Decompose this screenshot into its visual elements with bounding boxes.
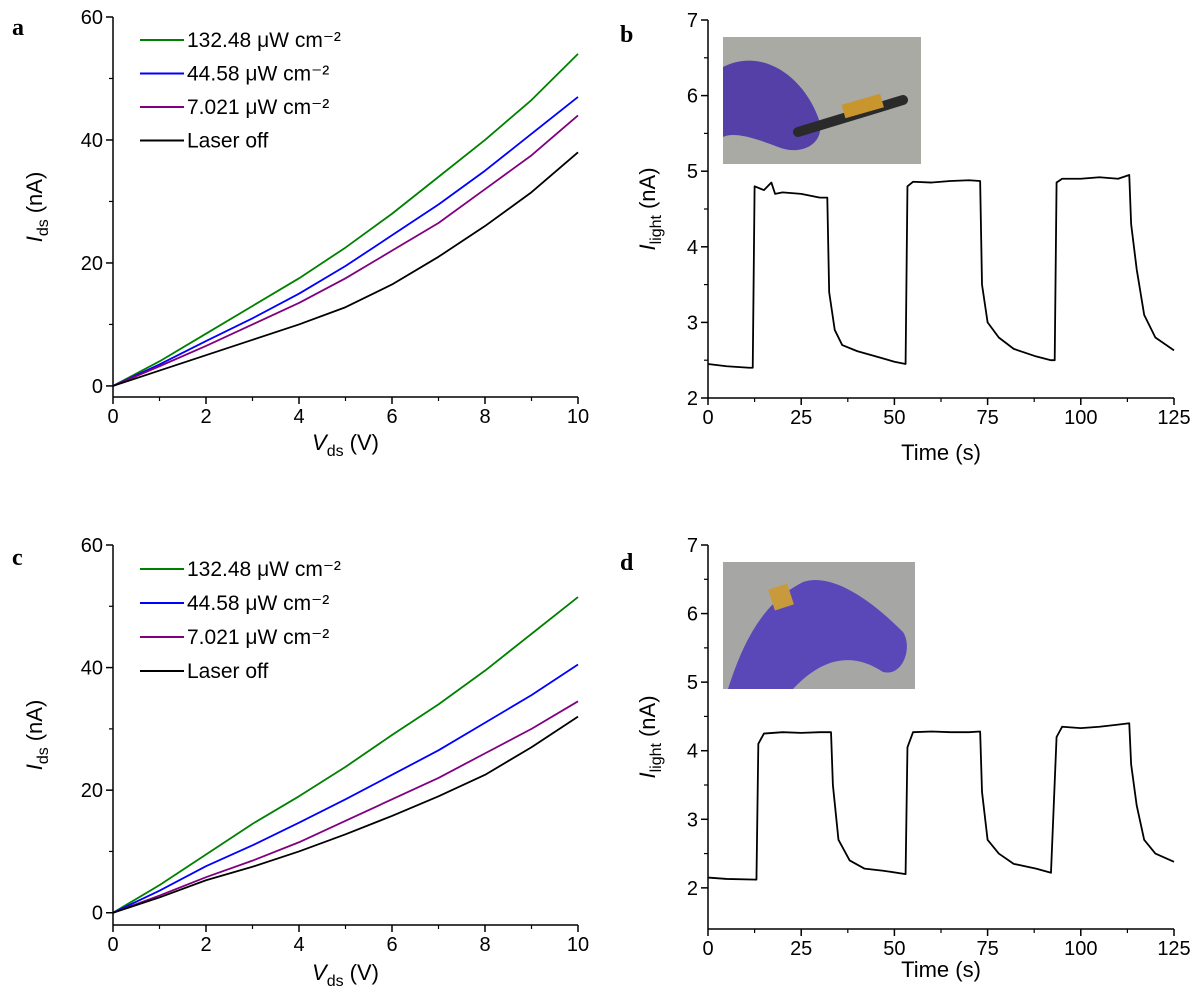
legend-label: 132.48 μW cm⁻²: [187, 29, 341, 52]
x-tick-label: 25: [790, 407, 812, 429]
x-tick-label: 2: [200, 934, 211, 956]
data-line: [112, 596, 579, 914]
x-tick-label: 125: [1157, 938, 1190, 960]
y-tick-label: 5: [687, 672, 698, 694]
x-tick-label: 0: [107, 934, 118, 956]
data-line: [707, 722, 1175, 881]
axis-unit: (V): [350, 430, 379, 455]
axis-unit: (nA): [22, 172, 47, 214]
data-line: [112, 53, 579, 387]
axis-symbol: I: [635, 244, 660, 250]
glove: [728, 580, 907, 689]
x-tick-label: 6: [386, 406, 397, 428]
x-tick-label: 2: [200, 406, 211, 428]
panel-letter: d: [620, 550, 634, 576]
y-tick-label: 3: [687, 312, 698, 334]
axis-symbol: I: [22, 764, 47, 770]
axis-symbol: I: [635, 772, 660, 778]
axis-subscript: light: [648, 214, 665, 244]
x-tick-label: 0: [702, 938, 713, 960]
axis-title: Vds (V): [312, 430, 379, 460]
data-line: [112, 114, 579, 387]
panel-letter: a: [12, 15, 24, 41]
y-tick-label: 6: [687, 86, 698, 108]
legend-label: Laser off: [187, 660, 268, 683]
axis-subscript: light: [648, 742, 665, 772]
y-tick-label: 60: [81, 7, 103, 29]
y-tick-label: 5: [687, 161, 698, 183]
axis-unit: (nA): [22, 700, 47, 742]
axis-title: Time (s): [901, 440, 981, 465]
x-tick-label: 25: [790, 938, 812, 960]
axis-title: Ilight (nA): [635, 695, 665, 778]
panel-letter: c: [12, 545, 23, 571]
y-tick-label: 0: [92, 376, 103, 398]
x-tick-label: 10: [567, 406, 589, 428]
x-tick-label: 8: [479, 934, 490, 956]
y-tick-label: 7: [687, 10, 698, 32]
axis-subscript: ds: [327, 443, 344, 460]
x-tick-label: 0: [702, 407, 713, 429]
x-tick-label: 8: [479, 406, 490, 428]
axis-title: Vds (V): [312, 960, 379, 990]
y-tick-label: 20: [81, 780, 103, 802]
legend-label: 44.58 μW cm⁻²: [187, 592, 329, 615]
y-tick-label: 6: [687, 604, 698, 626]
data-line: [707, 174, 1175, 369]
axis-unit: (V): [350, 960, 379, 985]
x-tick-label: 100: [1064, 938, 1097, 960]
axis-subscript: ds: [35, 219, 52, 236]
legend-label: 7.021 μW cm⁻²: [187, 626, 329, 649]
axis-symbol: I: [22, 236, 47, 242]
axis-unit: (nA): [635, 167, 660, 209]
data-line: [112, 663, 579, 914]
axis-title: Time (s): [901, 957, 981, 982]
y-tick-label: 40: [81, 130, 103, 152]
y-tick-label: 2: [687, 388, 698, 410]
legend-label: Laser off: [187, 130, 268, 153]
axis-title: Ilight (nA): [635, 167, 665, 250]
panel-letter: b: [620, 22, 633, 48]
axis-subscript: ds: [327, 973, 344, 990]
y-tick-label: 0: [92, 903, 103, 925]
axis-symbol: V: [312, 960, 329, 985]
y-tick-label: 60: [81, 535, 103, 557]
x-tick-label: 75: [976, 407, 998, 429]
x-tick-label: 50: [883, 938, 905, 960]
y-tick-label: 4: [687, 237, 698, 259]
device: [841, 93, 884, 119]
data-line: [112, 715, 579, 914]
axis-unit: (nA): [635, 695, 660, 737]
data-line: [112, 96, 579, 387]
y-tick-label: 3: [687, 809, 698, 831]
y-tick-label: 2: [687, 878, 698, 900]
y-tick-label: 40: [81, 658, 103, 680]
axis-symbol: V: [312, 430, 329, 455]
legend-label: 44.58 μW cm⁻²: [187, 63, 329, 86]
x-tick-label: 100: [1064, 407, 1097, 429]
x-tick-label: 4: [293, 406, 304, 428]
y-tick-label: 7: [687, 535, 698, 557]
inset-photo: [723, 562, 915, 689]
x-tick-label: 125: [1157, 407, 1190, 429]
axis-title: Ids (nA): [22, 172, 52, 243]
data-line: [112, 700, 579, 914]
device: [768, 583, 794, 611]
legend-label: 132.48 μW cm⁻²: [187, 558, 341, 581]
inset-photo: [723, 37, 921, 164]
y-tick-label: 20: [81, 253, 103, 275]
legend-label: 7.021 μW cm⁻²: [187, 96, 329, 119]
x-tick-label: 0: [107, 406, 118, 428]
data-line: [112, 151, 579, 387]
y-tick-label: 4: [687, 741, 698, 763]
x-tick-label: 6: [386, 934, 397, 956]
x-tick-label: 50: [883, 407, 905, 429]
axis-title: Ids (nA): [22, 700, 52, 771]
x-tick-label: 75: [976, 938, 998, 960]
axis-subscript: ds: [35, 747, 52, 764]
x-tick-label: 4: [293, 934, 304, 956]
x-tick-label: 10: [567, 934, 589, 956]
